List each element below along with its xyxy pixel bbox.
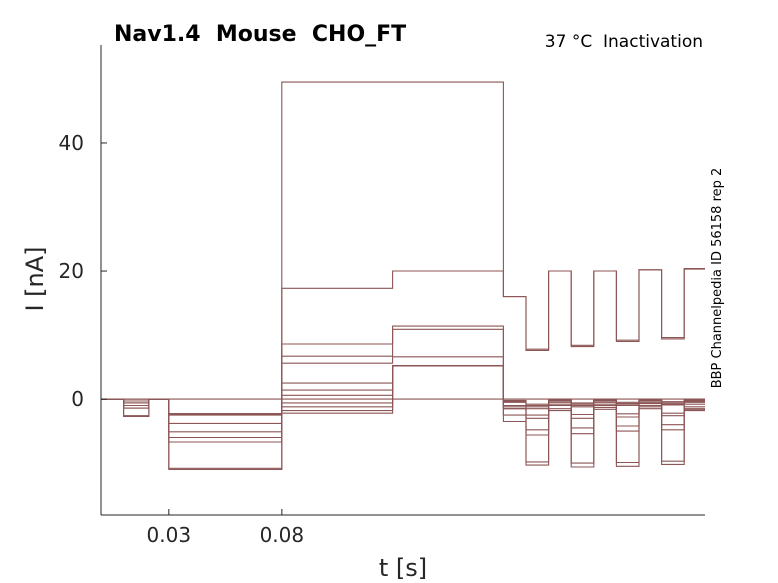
trace-line-10: [101, 365, 705, 415]
x-axis-label: t [s]: [379, 554, 427, 582]
trace-line-4: [101, 328, 705, 464]
x-ticks: 0.03 0.08: [147, 509, 305, 547]
y-axis-label: I [nA]: [21, 246, 49, 311]
chart-title: Nav1.4 Mouse CHO_FT: [114, 22, 406, 47]
trace-line-3: [101, 325, 705, 468]
x-tick-label: 0.08: [260, 523, 305, 547]
traces: [101, 81, 705, 471]
x-tick-label: 0.03: [147, 523, 192, 547]
trace-line-2: [101, 268, 705, 469]
y-ticks: 0 20 40: [59, 131, 107, 411]
trace-line-6: [101, 365, 705, 431]
trace-line-11: [101, 365, 705, 415]
y-tick-label: 0: [71, 387, 84, 411]
y-tick-label: 20: [59, 259, 84, 283]
trace-line-1: [101, 81, 705, 471]
side-label: BBP Channelpedia ID 56158 rep 2: [710, 168, 725, 389]
y-tick-label: 40: [59, 131, 84, 155]
chart-subtitle: 37 °C Inactivation: [545, 32, 703, 52]
trace-line-9: [101, 365, 705, 415]
trace-line-7: [101, 365, 705, 419]
trace-line-12: [101, 365, 705, 415]
